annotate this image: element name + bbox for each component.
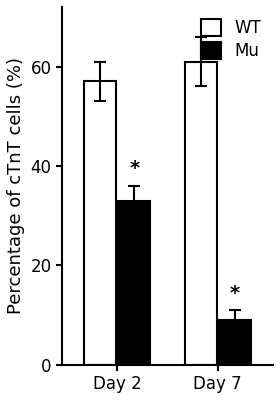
Bar <box>185 62 217 365</box>
Bar <box>118 201 150 365</box>
Legend: WT, Mu: WT, Mu <box>198 15 265 63</box>
Bar <box>219 320 251 365</box>
Y-axis label: Percentage of cTnT cells (%): Percentage of cTnT cells (%) <box>7 57 25 314</box>
Text: *: * <box>129 159 139 178</box>
Bar <box>84 82 116 365</box>
Text: *: * <box>230 284 240 302</box>
